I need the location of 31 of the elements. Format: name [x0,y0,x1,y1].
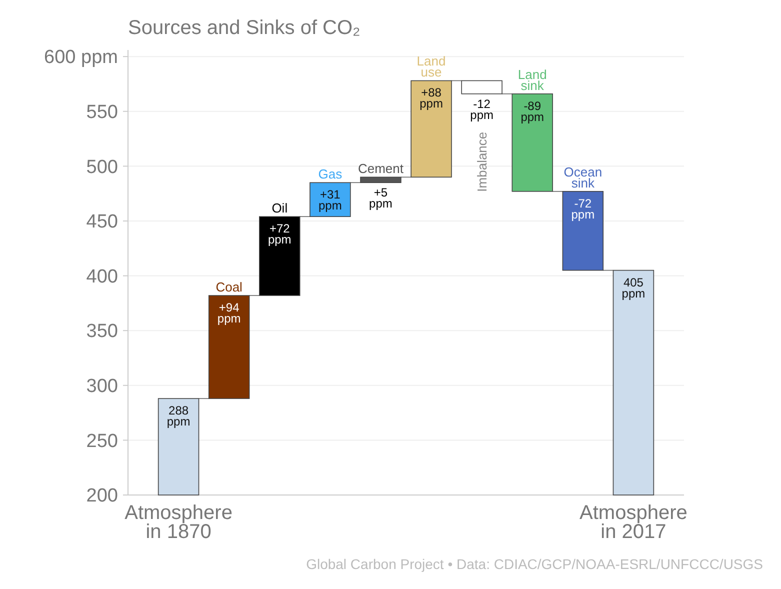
y-tick-label: 250 [86,430,118,452]
y-tick-label: 200 [86,486,118,507]
data-label: +31 ppm [318,188,342,213]
x-tick-label: Land sink [518,66,547,93]
y-tick-label: 300 [86,376,118,398]
data-label: -72 ppm [571,196,595,222]
y-tick-label: 350 [86,321,118,342]
x-tick-label: Imbalance [474,132,490,192]
y-tick-label: 600 ppm [44,47,118,68]
data-label: +5 ppm [369,186,392,211]
data-label: +94 ppm [217,300,241,326]
data-label: -12 ppm [470,96,494,122]
y-tick-label: 550 [86,102,118,124]
data-label: 405 ppm [622,275,646,300]
data-label: 288 ppm [166,404,190,429]
x-tick-label: Oil [272,200,288,216]
x-tick-label: Land use [416,54,446,80]
data-label: -89 ppm [520,98,544,124]
data-label: +88 ppm [420,86,443,111]
y-tick-label: 500 [86,156,118,178]
x-tick-label: Cement [358,161,404,176]
y-tick-label: 400 [86,266,118,288]
x-tick-label: Atmosphere in 2017 [580,502,688,543]
x-tick-label: Ocean sink [564,164,602,190]
data-label: +72 ppm [268,222,292,247]
x-tick-label: Gas [318,166,343,182]
x-tick-label: Coal [216,280,243,295]
x-tick-label: Atmosphere in 1870 [124,502,232,543]
text: Global Carbon Project • Data: CDIAC/GCP/NOAA-ESRL/UNFCCC/USGS [306,556,763,572]
y-tick-label: 450 [86,212,118,233]
chart-title: Sources and Sinks of CO₂ [128,17,360,39]
